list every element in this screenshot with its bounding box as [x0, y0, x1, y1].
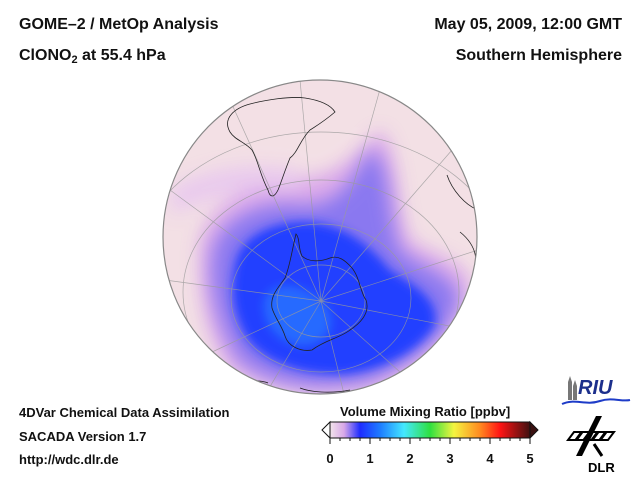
colorbar-label: Volume Mixing Ratio [ppbv] — [340, 404, 511, 419]
title-line1: GOME–2 / MetOp Analysis — [19, 16, 219, 33]
riu-logo: RIU — [561, 376, 631, 405]
title-species: ClONO2 at 55.4 hPa — [19, 47, 166, 66]
colorbar-min-arrow — [321, 420, 331, 440]
footer-url[interactable]: http://wdc.dlr.de — [19, 452, 119, 467]
globe-outline — [162, 79, 478, 395]
colorbar-gradient — [329, 421, 531, 439]
species-subscript: 2 — [71, 54, 78, 66]
colorbar-max-arrow — [529, 420, 539, 440]
colorbar-tick-label: 2 — [406, 451, 414, 466]
species-main: ClONO — [19, 47, 72, 64]
hemisphere-label: Southern Hemisphere — [455, 47, 622, 64]
colorbar-tick-label: 5 — [526, 451, 534, 466]
colorbar — [321, 420, 539, 444]
colorbar-tick-label: 4 — [486, 451, 494, 466]
colorbar-tick-label: 3 — [446, 451, 454, 466]
logos: RIU DLR — [561, 376, 631, 474]
footer-line2: SACADA Version 1.7 — [19, 429, 147, 444]
graticule — [163, 80, 477, 394]
riu-logo-text: RIU — [578, 377, 613, 399]
colorbar-tick-label: 1 — [366, 451, 374, 466]
dlr-logo: DLR — [566, 416, 616, 474]
colorbar-tick-label: 0 — [326, 451, 334, 466]
footer-line1: 4DVar Chemical Data Assimilation — [19, 405, 230, 420]
date-time: May 05, 2009, 12:00 GMT — [434, 16, 622, 33]
globe-field — [163, 80, 477, 394]
species-pressure: at 55.4 hPa — [77, 47, 166, 64]
dlr-logo-text: DLR — [588, 460, 615, 474]
